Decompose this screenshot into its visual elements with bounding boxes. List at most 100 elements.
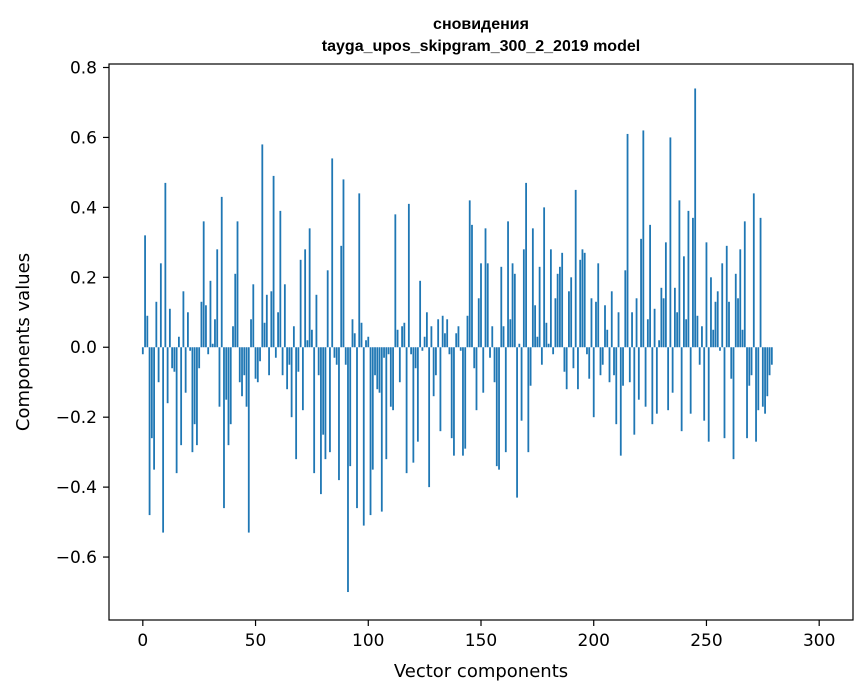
- bar-25: [198, 347, 201, 369]
- bar-29: [207, 347, 210, 355]
- bar-113: [396, 329, 399, 348]
- bar-223: [644, 347, 647, 407]
- bar-60: [277, 312, 279, 348]
- bar-199: [590, 298, 593, 348]
- bar-204: [601, 347, 604, 365]
- bar-8: [159, 263, 162, 348]
- bar-263: [734, 273, 737, 348]
- bar-122: [416, 347, 419, 442]
- bar-207: [608, 347, 611, 383]
- bar-228: [655, 347, 658, 414]
- bar-150: [480, 263, 482, 348]
- bar-238: [678, 200, 681, 348]
- bar-241: [685, 319, 688, 348]
- bar-77: [315, 294, 318, 348]
- bar-143: [464, 347, 467, 449]
- bar-73: [306, 340, 309, 348]
- bar-235: [671, 347, 674, 393]
- bar-145: [468, 200, 471, 348]
- bar-43: [238, 347, 241, 383]
- bar-255: [716, 291, 719, 348]
- bar-124: [421, 347, 424, 351]
- bar-119: [410, 347, 413, 355]
- bar-108: [385, 347, 388, 460]
- bar-36: [223, 347, 225, 509]
- bar-105: [378, 347, 381, 393]
- bar-52: [259, 347, 261, 362]
- y-tick-label-7: 0.8: [70, 58, 97, 78]
- bar-128: [430, 326, 433, 348]
- bar-219: [635, 298, 638, 348]
- bar-154: [489, 347, 491, 358]
- bar-49: [252, 284, 255, 348]
- bar-46: [245, 347, 248, 407]
- bar-136: [448, 347, 451, 355]
- bar-2: [146, 315, 149, 348]
- bar-28: [205, 305, 207, 348]
- bar-123: [419, 280, 422, 348]
- y-tick-label-0: −0.6: [56, 548, 97, 568]
- bar-190: [570, 277, 573, 348]
- bar-35: [220, 196, 223, 348]
- bar-109: [387, 347, 390, 355]
- bar-114: [398, 347, 401, 383]
- bar-245: [694, 88, 697, 348]
- bar-181: [549, 249, 552, 348]
- bar-252: [710, 277, 712, 348]
- bar-209: [613, 347, 615, 376]
- bar-19: [184, 347, 187, 393]
- x-tick-label-300: 300: [803, 631, 835, 651]
- bar-178: [543, 207, 546, 348]
- bar-256: [719, 347, 721, 351]
- bar-130: [435, 347, 437, 376]
- bar-271: [752, 193, 755, 348]
- x-tick-label-0: 0: [137, 631, 148, 651]
- bar-27: [202, 221, 205, 348]
- bar-38: [227, 347, 230, 446]
- bar-7: [157, 347, 160, 383]
- bar-67: [292, 326, 295, 348]
- x-tick-label-100: 100: [352, 631, 384, 651]
- bar-74: [308, 228, 311, 348]
- bar-106: [380, 347, 383, 512]
- bar-30: [209, 280, 212, 348]
- bar-262: [732, 347, 735, 460]
- bar-41: [234, 273, 237, 348]
- bar-198: [588, 347, 591, 379]
- bar-55: [265, 294, 268, 348]
- bar-166: [516, 347, 518, 498]
- y-tick-label-1: −0.4: [56, 478, 97, 498]
- bar-171: [527, 347, 530, 453]
- bar-118: [407, 203, 410, 348]
- bar-100: [367, 336, 370, 348]
- bar-273: [757, 347, 760, 411]
- bar-158: [498, 347, 500, 470]
- y-tick-label-3: 0.0: [70, 338, 97, 358]
- bar-276: [764, 347, 766, 414]
- bar-234: [669, 137, 672, 348]
- bar-222: [642, 130, 645, 348]
- bar-45: [243, 347, 246, 376]
- bar-104: [376, 347, 379, 390]
- bar-163: [509, 319, 512, 348]
- bar-129: [432, 347, 435, 397]
- bar-231: [662, 298, 665, 348]
- bar-192: [574, 189, 577, 348]
- bar-268: [746, 347, 748, 439]
- chart-subtitle: tayga_upos_skipgram_300_2_2019 model: [322, 38, 640, 55]
- bar-278: [768, 347, 771, 376]
- bar-221: [640, 238, 642, 348]
- y-tick-label-4: 0.2: [70, 268, 97, 288]
- bar-167: [518, 343, 521, 348]
- bar-180: [547, 343, 550, 348]
- bar-44: [241, 347, 243, 397]
- bar-57: [270, 291, 273, 348]
- bar-3: [148, 347, 151, 516]
- bar-224: [646, 319, 649, 348]
- bar-88: [340, 245, 343, 348]
- bar-274: [759, 217, 762, 348]
- bar-63: [283, 284, 286, 348]
- bar-32: [214, 319, 216, 348]
- bar-214: [624, 270, 627, 348]
- bar-277: [766, 347, 769, 397]
